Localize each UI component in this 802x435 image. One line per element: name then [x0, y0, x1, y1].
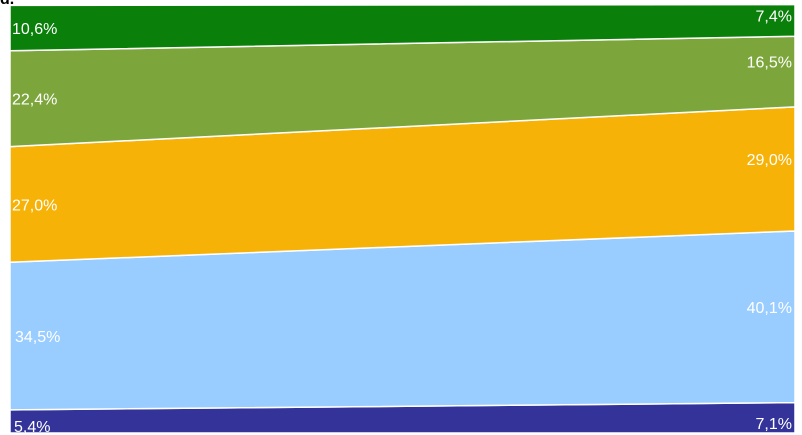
cropped-title-fragment: d.	[0, 0, 14, 9]
data-label-start-5: 10,6%	[12, 21, 57, 38]
data-label-end-5: 7,4%	[756, 9, 792, 26]
data-label-end-3: 29,0%	[747, 152, 792, 169]
data-label-end-2: 40,1%	[747, 300, 792, 317]
data-label-start-3: 27,0%	[12, 197, 57, 214]
data-label-start-4: 22,4%	[12, 92, 57, 109]
data-label-start-1: 5,4%	[14, 419, 50, 435]
data-label-end-4: 16,5%	[747, 55, 792, 72]
area-band-5	[9, 3, 796, 52]
data-label-end-1: 7,1%	[756, 416, 792, 433]
data-label-start-2: 34,5%	[15, 329, 60, 346]
